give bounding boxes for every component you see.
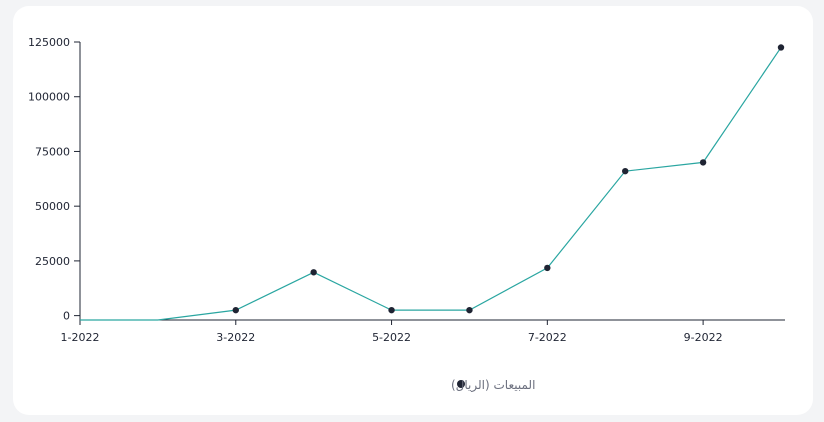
series-area	[80, 44, 785, 321]
series-line	[80, 47, 782, 321]
legend[interactable]: المبيعات (الريال)	[451, 378, 535, 393]
y-tick-label: 25000	[35, 255, 70, 268]
y-tick-label: 125000	[28, 36, 70, 49]
x-axis: 1-2022 3-2022 5-2022 7-2022 9-2022	[61, 319, 785, 344]
legend-marker	[457, 380, 465, 388]
data-point	[388, 306, 395, 314]
x-tick-label: 3-2022	[216, 331, 255, 344]
y-tick-label: 0	[63, 310, 70, 323]
legend-label: المبيعات (الريال)	[451, 378, 535, 393]
x-tick-label: 1-2022	[61, 331, 100, 344]
data-point	[466, 306, 473, 314]
x-tick-label: 9-2022	[684, 331, 723, 344]
y-axis: 0 25000 50000 75000 100000 125000	[28, 36, 81, 323]
chart-card	[13, 6, 813, 415]
data-point	[699, 159, 707, 166]
data-point	[544, 264, 551, 272]
data-point	[232, 306, 239, 314]
y-tick-label: 100000	[28, 91, 70, 104]
x-tick-label: 5-2022	[372, 331, 411, 344]
data-point	[622, 167, 629, 175]
y-tick-label: 50000	[35, 200, 70, 213]
data-point	[310, 269, 317, 276]
y-tick-label: 75000	[35, 145, 70, 158]
data-point	[777, 44, 785, 51]
x-tick-label: 7-2022	[528, 331, 567, 344]
